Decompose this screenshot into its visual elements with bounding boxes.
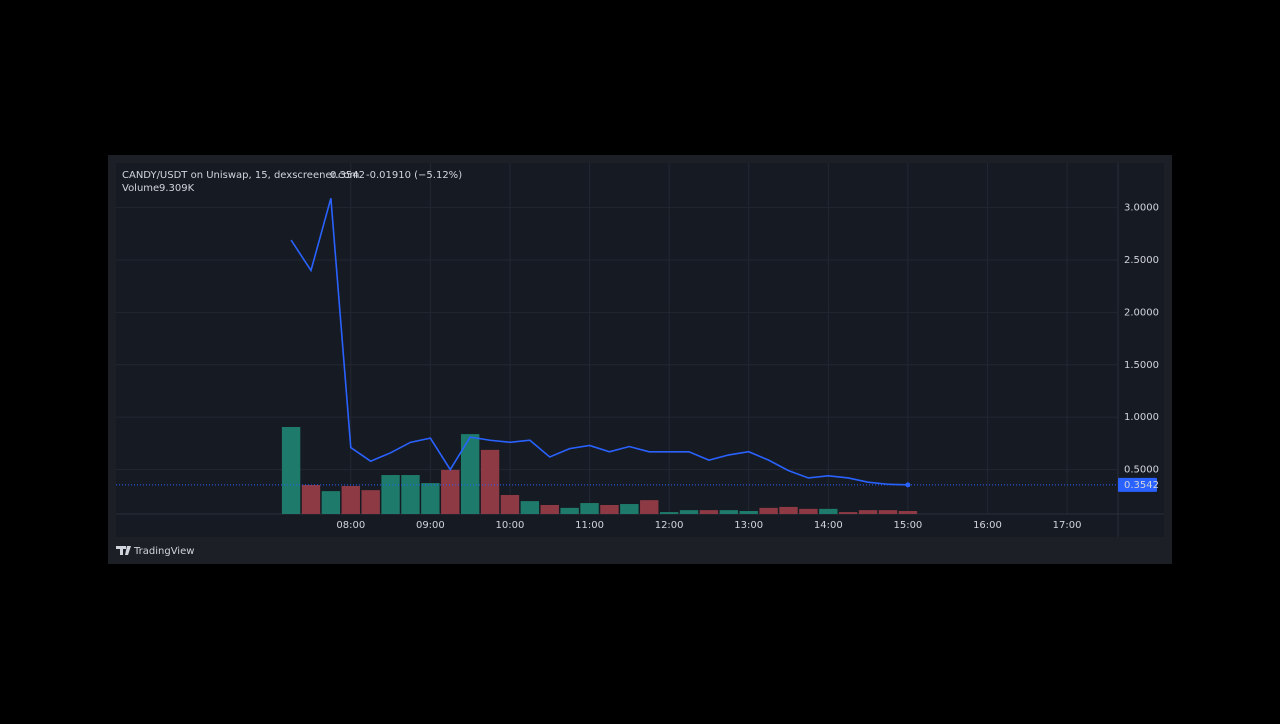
volume-bar — [301, 485, 321, 514]
volume-bar — [679, 510, 699, 514]
volume-bar — [839, 512, 858, 514]
x-tick-label: 09:00 — [416, 520, 445, 531]
volume-bar — [699, 510, 719, 514]
volume-bar — [779, 506, 798, 514]
labels: 0.5000 1.0000 1.5000 2.0000 2.5000 3.0000 08:0… — [336, 203, 1159, 531]
chart-panel — [116, 163, 1164, 537]
price-line — [290, 197, 908, 486]
y-tick-label: 1.0000 — [1124, 412, 1159, 423]
volume-last: 9.309K — [159, 183, 195, 194]
volume-bar — [480, 449, 500, 514]
y-tick-label: 0.5000 — [1124, 465, 1159, 476]
y-tick-label: 2.5000 — [1124, 255, 1159, 266]
brand-name: TradingView — [133, 546, 194, 557]
last-price-tag — [1118, 477, 1157, 492]
last-price-tag-label: 0.3542 — [1124, 480, 1159, 491]
volume-bar — [441, 469, 460, 514]
x-tick-label: 15:00 — [893, 520, 922, 531]
volume-bar — [759, 507, 778, 514]
volume-bar — [858, 510, 878, 514]
volume-bar — [281, 427, 301, 514]
volume-bar — [739, 511, 758, 514]
volume-bar — [381, 475, 400, 514]
x-tick-label: 08:00 — [336, 520, 365, 531]
x-tick-label: 13:00 — [734, 520, 763, 531]
y-tick-label: 2.0000 — [1124, 307, 1159, 318]
volume-bar — [520, 501, 540, 514]
volume-bar — [580, 503, 599, 514]
y-tick-label: 3.0000 — [1124, 203, 1159, 214]
price-change: -0.01910 (−5.12%) — [366, 170, 462, 181]
volume-bar — [321, 491, 341, 514]
last-price: 0.3542 — [330, 170, 365, 181]
x-tick-label: 16:00 — [973, 520, 1002, 531]
x-tick-label: 10:00 — [496, 520, 525, 531]
volume-bar — [600, 504, 619, 514]
x-tick-label: 17:00 — [1053, 520, 1082, 531]
marks — [116, 197, 1118, 514]
symbol-title: CANDY/USDT on Uniswap, 15, dexscreener.c… — [122, 170, 359, 181]
x-tick-label: 11:00 — [575, 520, 604, 531]
x-tick-label: 14:00 — [814, 520, 843, 531]
volume-bar — [898, 511, 918, 514]
volume-bar — [819, 508, 838, 514]
volume-bar — [341, 485, 360, 514]
volume-bar — [540, 504, 559, 514]
volume-bar — [719, 510, 739, 514]
volume-bar — [560, 507, 579, 514]
volume-bar — [421, 483, 440, 514]
volume-bar — [620, 504, 639, 514]
volume-bar — [659, 512, 679, 514]
last-point — [905, 482, 911, 488]
volume-bar — [500, 494, 520, 514]
volume-bar — [460, 434, 480, 514]
volume-bar — [361, 490, 380, 514]
x-tick-label: 12:00 — [655, 520, 684, 531]
volume-bar — [640, 500, 659, 514]
volume-bar — [878, 510, 898, 514]
volume-bar — [799, 508, 818, 514]
volume-title: Volume — [122, 183, 159, 194]
volume-bar — [401, 475, 420, 514]
brand-logo — [116, 546, 131, 555]
y-tick-label: 1.5000 — [1124, 360, 1159, 371]
